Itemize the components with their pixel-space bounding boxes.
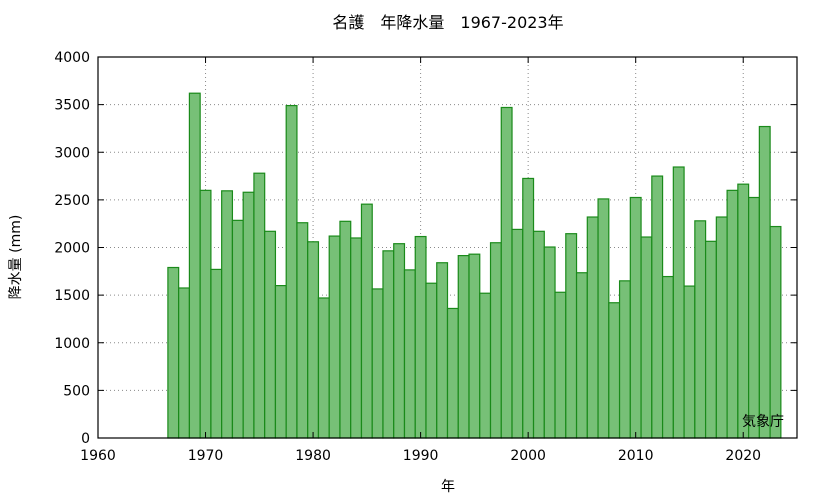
y-tick-labels: 0 500 1000 1500 2000 2500 3000 3500 4000	[54, 50, 90, 447]
bar-2008	[608, 302, 621, 439]
bar-1993	[446, 307, 459, 439]
bar-1991	[425, 282, 438, 439]
bar-1989	[403, 269, 416, 439]
x-tick-label: 2000	[510, 448, 546, 464]
bar-2001	[532, 230, 545, 439]
axis-ticks	[97, 56, 797, 439]
bar-2002	[543, 246, 556, 439]
bar-2022	[758, 125, 771, 439]
y-axis-label: 降水量 (mm)	[8, 215, 24, 300]
y-tick-label: 3000	[54, 145, 90, 161]
bar-2004	[565, 233, 578, 439]
bar-2021	[748, 196, 760, 439]
bar-1967	[167, 266, 180, 439]
bar-2006	[586, 216, 599, 439]
bar-2011	[640, 236, 653, 439]
bar-1968	[178, 287, 191, 439]
bar-1988	[393, 243, 406, 439]
y-tick-label: 1000	[54, 336, 90, 352]
bar-1999	[511, 228, 524, 439]
x-tick-label: 1980	[295, 448, 331, 464]
bar-2014	[672, 166, 685, 439]
bar-1986	[371, 288, 384, 439]
x-tick-label: 1990	[403, 448, 439, 464]
bar-1979	[296, 222, 309, 439]
bar-1998	[500, 106, 513, 439]
bar-1996	[479, 292, 492, 439]
y-tick-label: 2000	[54, 241, 90, 257]
bar-1982	[328, 235, 341, 439]
bar-2020	[737, 183, 750, 439]
bar-1971	[210, 268, 223, 439]
bar-2005	[575, 272, 588, 439]
bar-1970	[199, 189, 212, 439]
bar-1973	[231, 219, 244, 439]
y-tick-label: 0	[81, 431, 90, 447]
bar-1997	[489, 242, 502, 439]
bar-1992	[436, 262, 449, 439]
bar-1990	[414, 235, 427, 439]
bar-1974	[242, 191, 255, 439]
bar-1975	[253, 172, 266, 439]
chart-title: 名護 年降水量 1967-2023年	[332, 13, 563, 32]
bar-2019	[726, 189, 739, 439]
bar-2016	[694, 220, 707, 439]
bar-2003	[554, 291, 567, 439]
y-tick-label: 3500	[54, 98, 90, 114]
x-tick-label: 1970	[188, 448, 224, 464]
x-tick-label: 1960	[80, 448, 116, 464]
bar-2012	[651, 175, 664, 439]
y-tick-label: 2500	[54, 193, 90, 209]
x-tick-label: 2010	[618, 448, 654, 464]
bar-2010	[629, 196, 642, 439]
bar-1981	[317, 297, 330, 439]
x-axis-label: 年	[441, 479, 455, 495]
bar-1972	[221, 190, 234, 439]
bar-1977	[274, 285, 287, 439]
x-tick-labels: 1960 1970 1980 1990 2000 2010 2020	[80, 448, 761, 464]
bar-2015	[683, 285, 696, 439]
y-tick-label: 500	[63, 383, 90, 399]
bar-2017	[704, 240, 717, 439]
bar-2009	[618, 280, 631, 439]
bar-1994	[457, 254, 470, 439]
bar-1995	[468, 253, 481, 439]
bar-series	[167, 92, 782, 439]
bar-1978	[285, 104, 298, 439]
bar-1985	[360, 203, 373, 439]
y-tick-label: 4000	[54, 50, 90, 66]
bar-1987	[382, 250, 395, 439]
bar-1980	[307, 241, 320, 439]
source-label: 気象庁	[742, 414, 784, 430]
bar-1983	[339, 220, 352, 439]
bar-2018	[715, 216, 728, 439]
bar-1984	[350, 237, 363, 439]
y-tick-label: 1500	[54, 288, 90, 304]
bar-2007	[597, 198, 610, 439]
bar-2013	[661, 275, 674, 439]
x-tick-label: 2020	[725, 448, 761, 464]
bar-2000	[522, 177, 535, 439]
bar-1976	[264, 230, 277, 439]
bar-2023	[769, 225, 782, 439]
bar-1969	[188, 92, 201, 439]
